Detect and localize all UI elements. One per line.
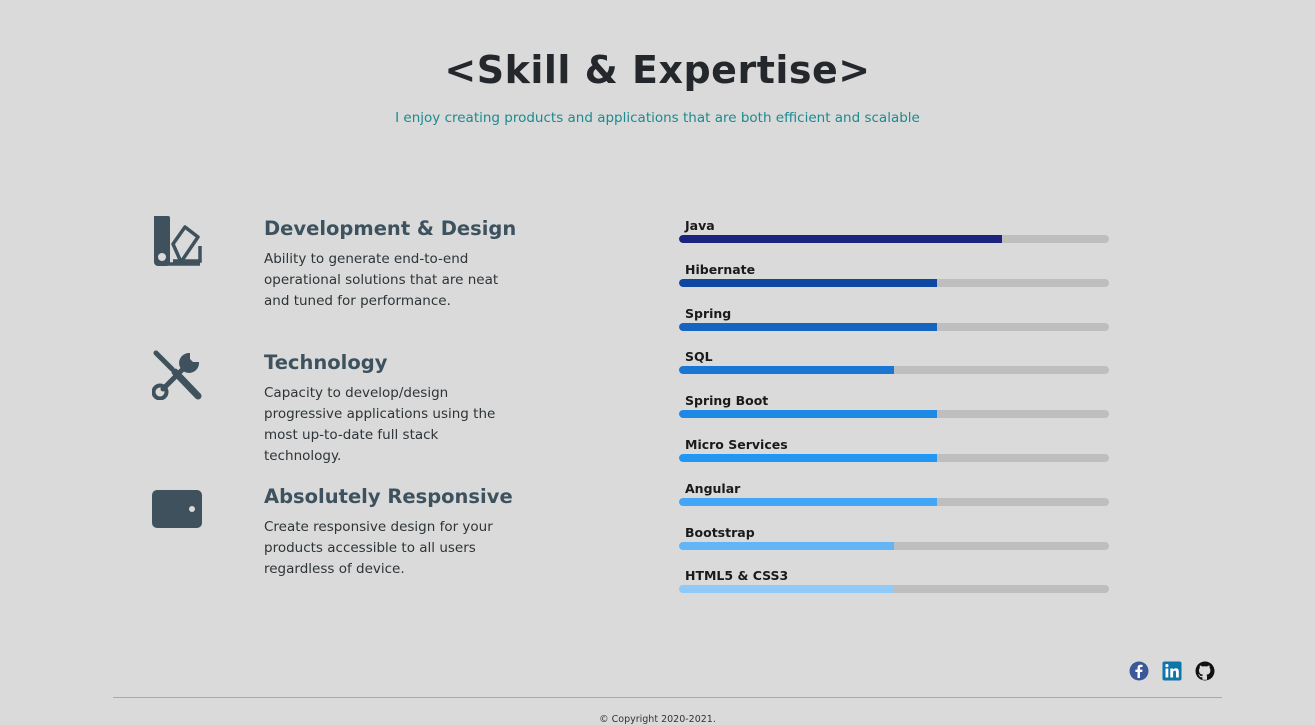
skill-label: Spring [685,305,732,321]
skill-item: Micro Services [679,436,1109,480]
skill-item: Spring Boot [679,392,1109,436]
skill-item: Bootstrap [679,524,1109,568]
skill-label: Java [685,218,715,233]
skills-list: Java Hibernate Spring SQL Spring Boot Micro S… [679,217,1109,611]
skill-progress-track [679,410,1109,419]
skill-progress-fill [679,278,937,287]
skill-item: Java [679,217,1109,261]
feature-description: Ability to generate end-to-end operation… [264,251,499,309]
linkedin-icon[interactable] [1162,661,1182,681]
skill-progress-track [679,497,1109,506]
skill-item: Angular [679,480,1109,524]
page-subtitle: I enjoy creating products and applicatio… [395,110,920,126]
feature-description: Capacity to develop/design progressive a… [264,385,496,464]
skill-progress-fill [679,366,894,375]
skill-label: Bootstrap [685,524,755,540]
skill-progress-track [679,322,1109,331]
feature-title: Technology [264,351,388,374]
skill-progress-fill [679,497,937,506]
github-icon[interactable] [1195,661,1215,681]
tools-icon [151,350,202,401]
footer-divider [113,697,1222,698]
skill-progress-track [679,235,1109,243]
facebook-icon[interactable] [1129,661,1149,681]
social-links [1129,661,1215,681]
skill-progress-track [679,278,1109,287]
skill-label: Micro Services [685,436,788,452]
feature-description: Create responsive design for your produc… [264,519,493,577]
skill-label: Angular [685,480,741,496]
skill-label: SQL [685,349,713,365]
copyright-text: © Copyright 2020-2021. [599,714,716,725]
skill-progress-track [679,453,1109,462]
feature-absolutely-responsive: Absolutely Responsive Create responsive … [152,484,532,594]
skill-label: Spring Boot [685,393,769,409]
page-title: <Skill & Expertise> [444,48,871,92]
feature-title: Absolutely Responsive [264,485,513,508]
skill-label: HTML5 & CSS3 [685,568,789,584]
feature-development-design: Development & Design Ability to generate… [152,216,532,326]
skill-progress-fill [679,410,937,419]
tablet-icon [152,484,202,534]
skill-progress-fill [679,453,937,462]
skill-progress-fill [679,585,894,594]
skill-item: Spring [679,305,1109,349]
skill-label: Hibernate [685,261,756,277]
feature-title: Development & Design [264,217,517,240]
skill-progress-fill [679,235,1002,243]
skill-progress-fill [679,541,894,550]
skill-item: HTML5 & CSS3 [679,567,1109,611]
skill-item: SQL [679,348,1109,392]
swatch-palette-icon [152,216,202,266]
skill-item: Hibernate [679,261,1109,305]
skill-progress-track [679,366,1109,375]
feature-technology: Technology Capacity to develop/design pr… [151,350,532,464]
skill-progress-track [679,541,1109,550]
skill-progress-fill [679,322,937,331]
skill-progress-track [679,585,1109,594]
